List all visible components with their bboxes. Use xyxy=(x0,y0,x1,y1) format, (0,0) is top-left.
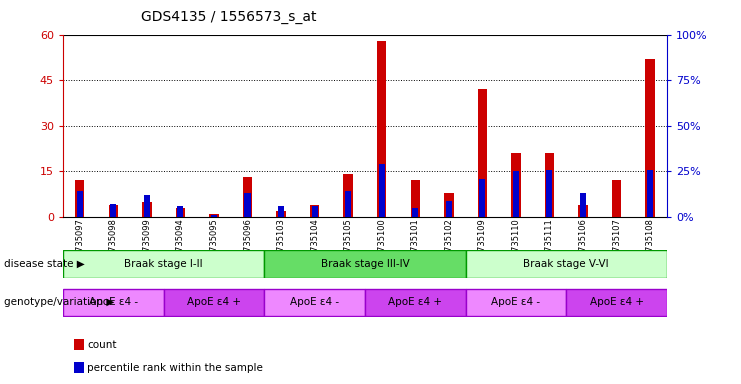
Bar xyxy=(177,206,184,217)
Bar xyxy=(365,289,465,316)
Bar xyxy=(580,193,586,217)
Bar xyxy=(77,192,83,217)
Bar xyxy=(211,215,217,217)
Bar xyxy=(612,180,621,217)
Bar xyxy=(647,170,653,217)
Bar xyxy=(545,153,554,217)
Bar xyxy=(243,177,252,217)
Bar xyxy=(63,289,164,316)
Bar xyxy=(345,192,351,217)
Bar xyxy=(411,180,420,217)
Bar xyxy=(75,180,84,217)
Text: ApoE ε4 -: ApoE ε4 - xyxy=(290,297,339,308)
Bar xyxy=(312,206,318,217)
Bar xyxy=(479,179,485,217)
Bar xyxy=(278,206,284,217)
Bar xyxy=(446,200,452,217)
Bar xyxy=(344,174,353,217)
Bar xyxy=(546,170,553,217)
Text: ApoE ε4 +: ApoE ε4 + xyxy=(388,297,442,308)
Bar xyxy=(63,250,265,278)
Text: count: count xyxy=(87,340,117,350)
Bar xyxy=(465,289,566,316)
Bar xyxy=(645,59,655,217)
Bar xyxy=(110,204,116,217)
Text: GDS4135 / 1556573_s_at: GDS4135 / 1556573_s_at xyxy=(141,10,316,23)
Bar xyxy=(310,205,319,217)
Bar xyxy=(412,208,418,217)
Bar xyxy=(377,41,386,217)
Bar xyxy=(465,250,667,278)
Text: Braak stage III-IV: Braak stage III-IV xyxy=(321,259,409,269)
Text: ApoE ε4 +: ApoE ε4 + xyxy=(590,297,644,308)
Bar xyxy=(265,289,365,316)
Text: Braak stage V-VI: Braak stage V-VI xyxy=(523,259,609,269)
Bar xyxy=(109,205,118,217)
Text: genotype/variation ▶: genotype/variation ▶ xyxy=(4,297,114,307)
Text: ApoE ε4 -: ApoE ε4 - xyxy=(89,297,138,308)
Bar xyxy=(276,211,286,217)
Text: percentile rank within the sample: percentile rank within the sample xyxy=(87,363,263,373)
Bar xyxy=(144,195,150,217)
Text: ApoE ε4 -: ApoE ε4 - xyxy=(491,297,540,308)
Text: Braak stage I-II: Braak stage I-II xyxy=(124,259,203,269)
Bar xyxy=(511,153,521,217)
Bar xyxy=(566,289,667,316)
Bar xyxy=(444,193,453,217)
Bar xyxy=(265,250,465,278)
Text: disease state ▶: disease state ▶ xyxy=(4,259,84,269)
Bar xyxy=(379,164,385,217)
Bar xyxy=(164,289,265,316)
Bar xyxy=(209,214,219,217)
Bar xyxy=(176,208,185,217)
Bar xyxy=(578,205,588,217)
Text: ApoE ε4 +: ApoE ε4 + xyxy=(187,297,241,308)
Bar xyxy=(245,193,250,217)
Bar xyxy=(478,89,487,217)
Bar xyxy=(142,202,152,217)
Bar xyxy=(513,171,519,217)
